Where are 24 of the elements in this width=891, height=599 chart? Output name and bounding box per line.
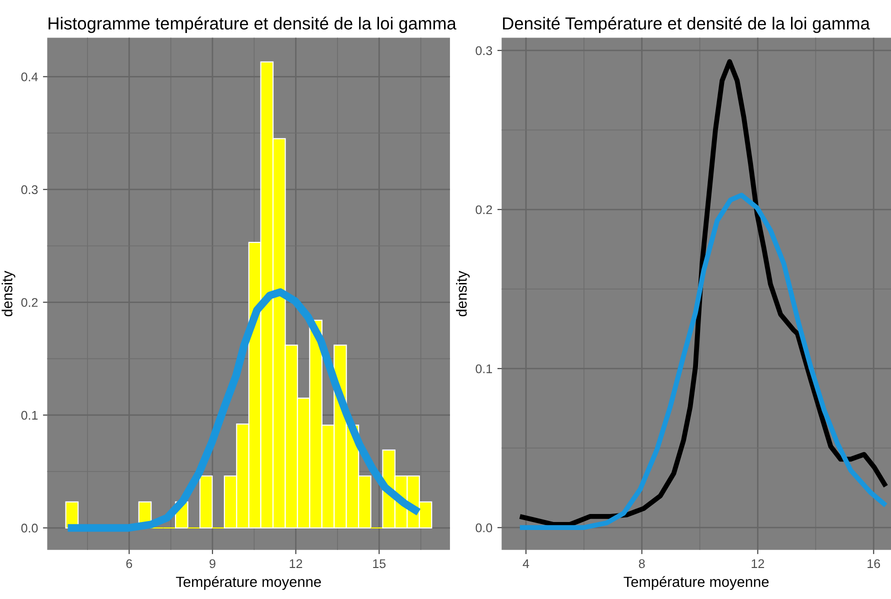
x-axis-title: Température moyenne bbox=[624, 576, 769, 590]
x-tick-label: 12 bbox=[752, 559, 764, 568]
y-tick-label: 0.1 bbox=[476, 364, 492, 374]
y-axis-title: density bbox=[456, 270, 470, 316]
y-axis-title: density bbox=[2, 270, 16, 316]
y-tick-label: 0.0 bbox=[476, 523, 492, 532]
chart-title: Histogramme température et densité de la loi gamma bbox=[48, 16, 456, 34]
x-tick-label: 9 bbox=[210, 559, 216, 568]
y-tick-label: 0.3 bbox=[21, 185, 38, 194]
x-tick-label: 6 bbox=[126, 559, 132, 568]
y-tick-label: 0.0 bbox=[21, 524, 38, 533]
x-tick-label: 16 bbox=[868, 559, 880, 568]
x-tick-label: 15 bbox=[373, 559, 386, 568]
line-series bbox=[517, 59, 888, 527]
x-tick-label: 12 bbox=[290, 559, 302, 568]
chart-title: Densité Température et densité de la loi gamma bbox=[503, 16, 870, 34]
x-tick-label: 4 bbox=[522, 559, 530, 568]
y-tick-label: 0.4 bbox=[21, 72, 38, 82]
y-tick-label: 0.2 bbox=[21, 298, 38, 307]
x-axis-title: Température moyenne bbox=[176, 576, 321, 590]
x-tick-label: 8 bbox=[638, 559, 645, 568]
y-tick-label: 0.2 bbox=[476, 205, 492, 214]
y-tick-label: 0.1 bbox=[21, 410, 38, 420]
y-tick-label: 0.3 bbox=[476, 46, 492, 56]
